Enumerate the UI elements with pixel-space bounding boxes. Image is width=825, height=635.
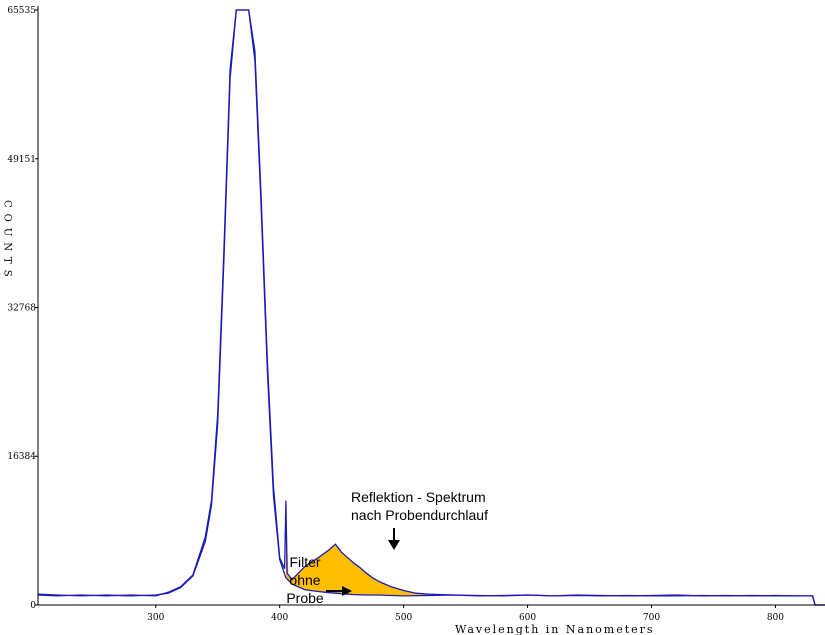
reflection-fill-area bbox=[285, 500, 440, 596]
spectrum-lines bbox=[37, 9, 825, 606]
y-tick-label: 16384 bbox=[7, 452, 36, 462]
reflection-area bbox=[285, 500, 440, 596]
y-axis-label: COUNTS bbox=[2, 200, 13, 283]
annotation-reflection-line: Reflektion - Spektrum bbox=[351, 489, 486, 505]
x-axis-label: Wavelength in Nanometers bbox=[455, 623, 655, 635]
y-tick-label: 49151 bbox=[7, 155, 36, 165]
annotation-filter-line: Filter bbox=[289, 554, 320, 570]
x-tick-label: 300 bbox=[147, 613, 164, 623]
x-tick-label: 500 bbox=[395, 613, 412, 623]
series-line-2 bbox=[37, 9, 825, 606]
annotation-arrow-head bbox=[342, 586, 352, 596]
x-tick-label: 800 bbox=[767, 613, 784, 623]
annotation-filter-line: ohne bbox=[289, 572, 320, 588]
x-tick-label: 400 bbox=[271, 613, 288, 623]
tick-labels: 0 16384 32768 49151 65535 300 400 500 600 700 800 bbox=[7, 6, 784, 623]
annotations: Reflektion - Spektrum nach Probendurchlau… bbox=[286, 489, 488, 606]
annotation-arrow-head bbox=[388, 540, 400, 550]
y-tick-label: 32768 bbox=[7, 303, 36, 313]
x-tick-label: 700 bbox=[643, 613, 660, 623]
y-tick-label: 0 bbox=[30, 601, 36, 611]
axes bbox=[35, 6, 825, 608]
y-tick-label: 65535 bbox=[7, 6, 36, 16]
annotation-reflection-line: nach Probendurchlauf bbox=[351, 507, 488, 523]
x-tick-label: 600 bbox=[519, 613, 536, 623]
annotation-filter-line: Probe bbox=[286, 590, 324, 606]
